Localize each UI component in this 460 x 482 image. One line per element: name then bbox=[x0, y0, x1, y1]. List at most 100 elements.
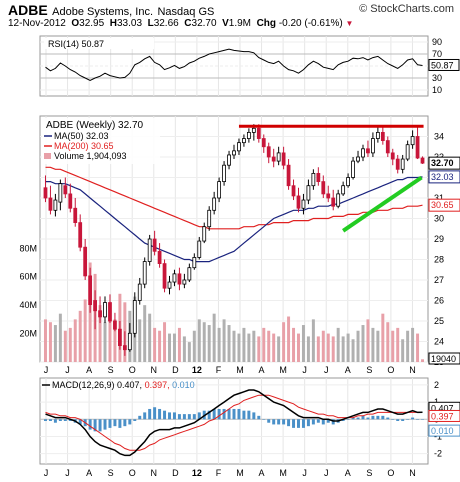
macd-histogram-bar bbox=[153, 407, 157, 420]
macd-histogram-bar bbox=[401, 419, 405, 421]
volume-tick-label: 60M bbox=[19, 272, 37, 282]
symbol: ADBE bbox=[8, 2, 48, 18]
candle-body bbox=[108, 302, 112, 322]
x-tick-label: S bbox=[366, 365, 372, 375]
volume-value-label: 19040 bbox=[431, 354, 456, 364]
down-triangle-icon: ▼ bbox=[345, 19, 354, 28]
candle-body bbox=[142, 261, 147, 285]
x-tick-label: 12 bbox=[192, 365, 202, 375]
price-tick-label: 34 bbox=[434, 132, 444, 142]
volume-bar bbox=[411, 327, 415, 362]
macd-histogram-bar bbox=[341, 419, 345, 421]
rsi-line bbox=[45, 48, 423, 81]
macd-histogram-bar bbox=[163, 410, 167, 420]
volume-legend-swatch bbox=[44, 153, 51, 159]
price-tick-label: 25 bbox=[434, 316, 444, 326]
candle-body bbox=[291, 185, 296, 197]
candle-body bbox=[217, 181, 222, 199]
open-label: O bbox=[71, 18, 80, 29]
x-tick-label: N bbox=[409, 468, 416, 478]
ma50-value-label: 32.03 bbox=[431, 172, 454, 182]
volume-bar bbox=[306, 336, 310, 362]
rsi-tick-label: 10 bbox=[432, 85, 442, 95]
macd-histogram-bar bbox=[252, 412, 256, 420]
candle-body bbox=[410, 136, 415, 146]
x-tick-label: M bbox=[279, 468, 287, 478]
candle-body bbox=[78, 222, 83, 248]
candle-body bbox=[43, 187, 48, 199]
volume-bar bbox=[217, 327, 221, 362]
volume-bar bbox=[58, 313, 62, 362]
macd-histogram-bar bbox=[272, 419, 276, 425]
price-tick-label: 28 bbox=[434, 255, 444, 265]
ma200-legend: MA(200) 30.65 bbox=[54, 141, 114, 151]
change-label: Chg bbox=[256, 18, 277, 29]
candle-body bbox=[122, 345, 127, 351]
candle-body bbox=[73, 207, 78, 223]
price-legend-main: ADBE (Weekly) 32.70 bbox=[46, 120, 144, 131]
x-tick-label: N bbox=[151, 365, 158, 375]
volume-bar bbox=[78, 310, 82, 362]
rsi-tick-label: 70 bbox=[432, 49, 442, 59]
ma200-value-label: 30.65 bbox=[431, 200, 454, 210]
volume-bar bbox=[43, 319, 47, 362]
close-label: C bbox=[184, 18, 192, 29]
macd-histogram-bar bbox=[421, 419, 425, 420]
signal-legend-value: 0.397, bbox=[145, 380, 173, 390]
volume-bar bbox=[277, 336, 281, 362]
macd-histogram-bar bbox=[128, 419, 132, 425]
candle-body bbox=[113, 320, 117, 330]
x-tick-label: J bbox=[44, 365, 49, 375]
x-tick-label: A bbox=[345, 365, 351, 375]
macd-histogram-bar bbox=[381, 415, 385, 420]
volume-bar bbox=[361, 325, 365, 362]
macd-histogram-bar bbox=[371, 415, 375, 420]
macd-histogram-bar bbox=[331, 419, 335, 425]
macd-histogram-bar bbox=[247, 410, 251, 420]
candle-body bbox=[53, 199, 58, 211]
macd-histogram-bar bbox=[311, 419, 315, 425]
volume-bar bbox=[292, 327, 296, 362]
change-value: -0.20 (-0.61%) bbox=[278, 18, 343, 29]
price-tick-label: 24 bbox=[434, 337, 444, 347]
macd-histogram-bar bbox=[257, 415, 261, 420]
volume-bar bbox=[168, 333, 171, 362]
price-tick-label: 26 bbox=[434, 296, 444, 306]
x-tick-label: J bbox=[65, 365, 70, 375]
candle-body bbox=[361, 148, 365, 158]
macd-histogram-bar bbox=[277, 419, 281, 425]
macd-histogram-bar bbox=[53, 419, 57, 423]
chart-header: ADBE Adobe Systems, Inc. Nasdaq GS bbox=[8, 2, 214, 20]
volume-bar bbox=[311, 319, 315, 362]
candle-body bbox=[331, 197, 336, 207]
x-tick-label: F bbox=[216, 468, 222, 478]
volume-bar bbox=[346, 333, 350, 362]
volume-bar bbox=[321, 330, 325, 362]
close-value-label: 32.70 bbox=[431, 158, 454, 168]
macd-histogram-bar bbox=[118, 419, 122, 428]
volume-bar bbox=[158, 330, 162, 362]
candle-body bbox=[286, 164, 291, 187]
macd-histogram-bar bbox=[411, 417, 415, 420]
macd-histogram-bar bbox=[207, 410, 211, 420]
macd-histogram-bar bbox=[222, 408, 226, 420]
candle-body bbox=[301, 199, 306, 209]
x-tick-label: J bbox=[44, 468, 49, 478]
volume-bar bbox=[148, 313, 152, 362]
candle-body bbox=[98, 310, 102, 318]
volume-label: V bbox=[222, 18, 229, 29]
x-tick-label: A bbox=[86, 468, 92, 478]
macd-histogram-bar bbox=[177, 414, 181, 420]
candle-body bbox=[147, 238, 152, 262]
candle-body bbox=[375, 131, 380, 139]
volume-bar bbox=[227, 325, 231, 362]
candle-body bbox=[326, 193, 331, 199]
macd-histogram-bar bbox=[406, 419, 410, 420]
volume-tick-label: 80M bbox=[19, 243, 37, 253]
macd-histogram-bar bbox=[262, 419, 266, 420]
x-tick-label: J bbox=[324, 468, 329, 478]
candle-body bbox=[371, 138, 375, 154]
macd-tick-label: -2 bbox=[434, 449, 442, 459]
high-label: H bbox=[109, 18, 117, 29]
